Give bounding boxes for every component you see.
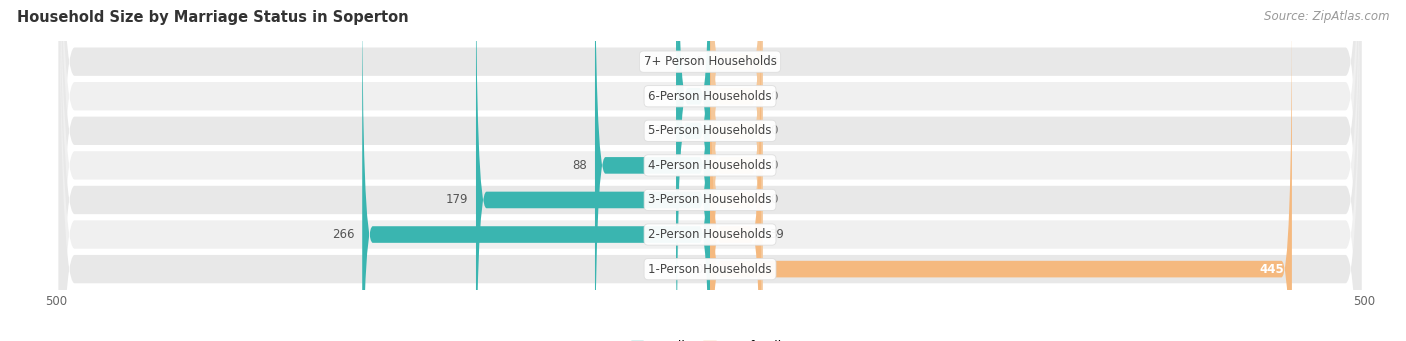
Text: 1-Person Households: 1-Person Households <box>648 263 772 276</box>
Text: 0: 0 <box>770 159 778 172</box>
Text: 25: 25 <box>655 90 669 103</box>
Text: Source: ZipAtlas.com: Source: ZipAtlas.com <box>1264 10 1389 23</box>
Text: 6-Person Households: 6-Person Households <box>648 90 772 103</box>
Text: 0: 0 <box>770 90 778 103</box>
Text: 2-Person Households: 2-Person Households <box>648 228 772 241</box>
FancyBboxPatch shape <box>710 0 761 341</box>
FancyBboxPatch shape <box>676 0 710 341</box>
Text: 4-Person Households: 4-Person Households <box>648 159 772 172</box>
FancyBboxPatch shape <box>710 0 762 341</box>
Text: 0: 0 <box>770 55 778 68</box>
Text: 39: 39 <box>769 228 783 241</box>
Text: 5-Person Households: 5-Person Households <box>648 124 772 137</box>
FancyBboxPatch shape <box>363 0 710 341</box>
Text: 179: 179 <box>446 193 468 206</box>
Text: 0: 0 <box>770 193 778 206</box>
Text: 88: 88 <box>572 159 588 172</box>
Text: 445: 445 <box>1260 263 1284 276</box>
FancyBboxPatch shape <box>678 0 710 341</box>
Legend: Family, Nonfamily: Family, Nonfamily <box>631 340 789 341</box>
FancyBboxPatch shape <box>710 1 1292 341</box>
FancyBboxPatch shape <box>710 0 762 341</box>
FancyBboxPatch shape <box>477 0 710 341</box>
FancyBboxPatch shape <box>59 0 1361 341</box>
FancyBboxPatch shape <box>59 0 1361 341</box>
Text: 7+ Person Households: 7+ Person Households <box>644 55 776 68</box>
FancyBboxPatch shape <box>710 0 762 341</box>
Text: 266: 266 <box>332 228 354 241</box>
Text: 26: 26 <box>654 124 668 137</box>
Text: Household Size by Marriage Status in Soperton: Household Size by Marriage Status in Sop… <box>17 10 409 25</box>
FancyBboxPatch shape <box>59 0 1361 341</box>
FancyBboxPatch shape <box>710 0 762 341</box>
Text: 0: 0 <box>770 124 778 137</box>
FancyBboxPatch shape <box>59 0 1361 341</box>
FancyBboxPatch shape <box>710 0 762 330</box>
Text: 0: 0 <box>695 55 702 68</box>
FancyBboxPatch shape <box>59 0 1361 341</box>
FancyBboxPatch shape <box>59 0 1361 341</box>
FancyBboxPatch shape <box>595 0 710 341</box>
Text: 3-Person Households: 3-Person Households <box>648 193 772 206</box>
FancyBboxPatch shape <box>59 0 1361 341</box>
Text: 0: 0 <box>695 263 702 276</box>
